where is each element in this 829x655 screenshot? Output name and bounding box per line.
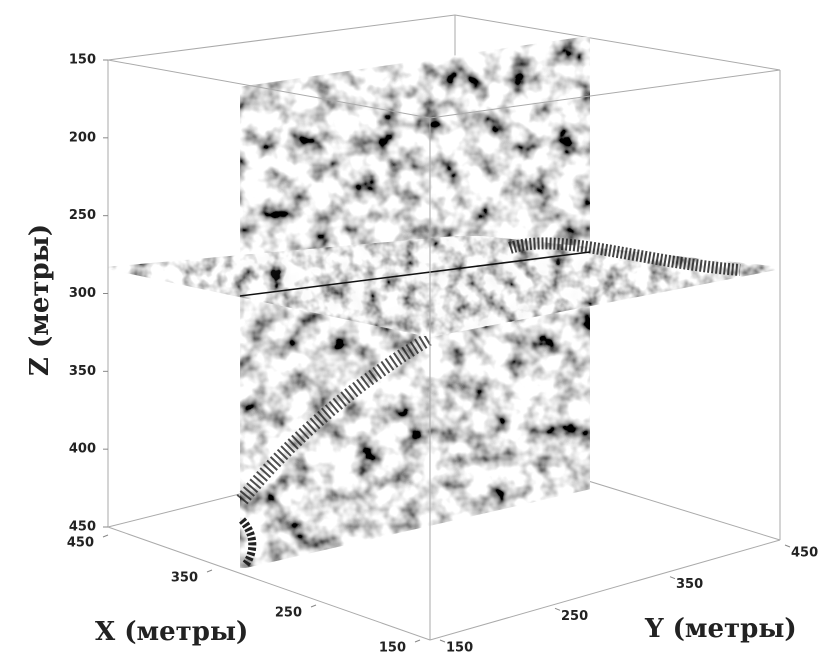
y-tick-label: 150 [446, 641, 473, 655]
tick-mark [311, 605, 316, 607]
x-tick-label: 250 [275, 606, 302, 621]
y-tick-label: 250 [561, 609, 588, 624]
x-tick-label: 450 [67, 536, 94, 551]
tick-mark [207, 570, 212, 572]
y-tick-label: 450 [791, 546, 818, 561]
tick-mark [415, 640, 420, 642]
z-tick-label: 200 [69, 130, 96, 145]
x-tick-label: 350 [171, 571, 198, 586]
z-tick-label: 400 [69, 442, 96, 457]
chart: Z (метры) X (метры) Y (метры) 150 200 250 3… [0, 0, 829, 655]
tick-mark [103, 535, 108, 537]
tick-mark [670, 577, 675, 579]
z-tick-label: 250 [69, 208, 96, 223]
z-tick-label: 350 [69, 364, 96, 379]
y-tick-label: 350 [676, 577, 703, 592]
z-tick-label: 300 [69, 286, 96, 301]
tick-mark [785, 545, 790, 547]
z-axis-label: Z (метры) [25, 224, 55, 376]
horizontal-slice [108, 236, 780, 336]
tick-mark [440, 640, 445, 642]
z-tick-label: 450 [69, 520, 96, 535]
tick-mark [555, 608, 560, 610]
x-axis-label: X (метры) [95, 617, 248, 647]
x-tick-label: 150 [379, 641, 406, 655]
y-axis-label: Y (метры) [644, 614, 797, 644]
z-tick-label: 150 [69, 53, 96, 68]
